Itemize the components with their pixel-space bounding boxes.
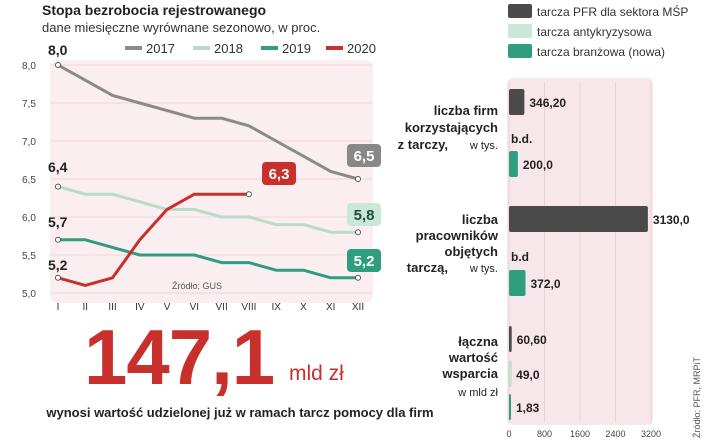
series-line-2020	[56, 192, 251, 287]
legend-label-2019: 2019	[282, 41, 311, 56]
series-end-badge-2017	[347, 144, 381, 167]
bar-2-2	[509, 394, 511, 420]
bar-1-2	[509, 270, 526, 296]
bar-group-label: tarczą,	[407, 260, 448, 275]
line-chart-source: Źródło: GUS	[172, 281, 222, 291]
bar-group-label: łączna	[458, 334, 499, 349]
bar-chart-source: Źródło: PFR, MRPiT	[692, 356, 702, 438]
y-tick-label: 7,0	[22, 137, 36, 148]
x-tick-label: XI	[326, 302, 335, 313]
series-line-2017	[56, 63, 360, 181]
bar-2-1	[508, 360, 512, 388]
bar-2-0	[509, 326, 512, 352]
series-end-badge-2019	[347, 249, 381, 272]
series-end-badge-2020	[262, 162, 296, 185]
x-tick-label: III	[108, 302, 116, 313]
series-start-label-2017: 8,0	[48, 42, 68, 58]
bar-legend-label-1: tarcza antykryzysowa	[537, 25, 652, 39]
legend-label-2018: 2018	[214, 41, 243, 56]
y-tick-label: 6,0	[22, 213, 36, 224]
series-end-point-2018	[355, 229, 361, 236]
x-tick-label: V	[164, 302, 171, 313]
x-tick-label: I	[57, 302, 60, 313]
bar-x-tick-label: 1600	[570, 429, 590, 439]
bar-x-tick-label: 3200	[641, 429, 661, 439]
series-end-point-2020	[245, 191, 252, 198]
bar-value-label: 372,0	[531, 277, 561, 291]
series-end-point-2019	[355, 274, 361, 281]
bar-group-label: pracowników	[416, 228, 499, 243]
series-end-label-2020: 6,3	[269, 166, 290, 183]
bar-value-label: 49,0	[516, 368, 540, 382]
line-chart-title: Stopa bezrobocia rejestrowanego	[42, 2, 267, 18]
bar-group-label: wsparcia	[441, 366, 498, 381]
bar-group-label: objętych	[445, 244, 499, 259]
x-tick-label: VIII	[241, 302, 256, 313]
series-end-label-2019: 5,2	[354, 253, 375, 270]
highlight-number: 147,1	[84, 313, 275, 401]
x-tick-label: IX	[271, 302, 281, 313]
x-tick-label: VI	[190, 302, 199, 313]
bar-value-label: 3130,0	[653, 213, 690, 227]
line-plot-area	[50, 60, 373, 303]
series-start-label-2019: 5,7	[48, 214, 68, 230]
y-tick-label: 8,0	[22, 61, 36, 72]
x-tick-label: II	[82, 302, 88, 313]
y-tick-label: 6,5	[22, 175, 36, 186]
bar-group-label: liczba	[462, 212, 499, 227]
bar-group-unit: w tys.	[469, 263, 498, 275]
series-start-label-2020: 5,2	[48, 257, 68, 273]
bar-x-tick-label: 2400	[605, 429, 625, 439]
bar-value-label: 346,20	[529, 96, 566, 110]
bar-legend-label-0: tarcza PFR dla sektora MŚP	[537, 4, 688, 19]
bar-1-0	[509, 206, 648, 232]
series-start-point-2019	[55, 236, 61, 243]
x-tick-label: VII	[216, 302, 228, 313]
series-end-point-2017	[355, 176, 361, 182]
series-start-label-2018: 6,4	[48, 159, 68, 175]
x-tick-label: IV	[135, 302, 145, 313]
bar-value-label: b.d	[511, 250, 529, 264]
bar-0-0	[509, 89, 525, 115]
bar-legend-swatch-2	[508, 44, 532, 58]
bar-value-label: 1,83	[516, 401, 540, 415]
bar-legend-label-2: tarcza branżowa (nowa)	[537, 45, 665, 59]
bar-value-label: 60,60	[517, 333, 547, 347]
legend-label-2017: 2017	[146, 41, 175, 56]
bar-legend-swatch-1	[508, 24, 532, 38]
line-chart-subtitle: dane miesięczne wyrównane sezonowo, w pr…	[42, 20, 321, 35]
y-tick-label: 5,0	[22, 289, 36, 300]
bar-value-label: 200,0	[523, 158, 553, 172]
x-tick-label: XII	[352, 302, 364, 313]
series-line-2018	[56, 185, 360, 234]
y-tick-label: 5,5	[22, 251, 36, 262]
series-start-point-2020	[55, 274, 61, 281]
bar-x-tick-label: 0	[506, 429, 511, 439]
bar-value-label: b.d.	[511, 132, 532, 146]
bar-legend-swatch-0	[508, 4, 532, 18]
series-end-label-2017: 6,5	[354, 148, 375, 165]
series-start-point-2017	[55, 62, 61, 68]
y-tick-label: 7,5	[22, 99, 36, 110]
bar-group-unit: w tys.	[469, 140, 498, 152]
legend-label-2020: 2020	[347, 41, 376, 56]
bar-group-label: z tarczy,	[398, 137, 448, 152]
x-tick-label: X	[300, 302, 307, 313]
series-start-point-2018	[55, 183, 61, 190]
series-end-label-2018: 5,8	[354, 207, 375, 224]
series-end-badge-2018	[347, 203, 381, 226]
highlight-unit: mld zł	[289, 362, 344, 385]
highlight-caption: wynosi wartość udzielonej już w ramach t…	[46, 405, 434, 420]
bar-group-unit: w mld zł	[457, 387, 498, 399]
series-line-2019	[56, 238, 360, 280]
bar-0-2	[509, 151, 518, 177]
bar-x-tick-label: 800	[537, 429, 552, 439]
bar-group-label: wartość	[448, 350, 498, 365]
bar-group-label: liczba firm	[434, 103, 498, 118]
bar-group-label: korzystających	[405, 120, 498, 135]
